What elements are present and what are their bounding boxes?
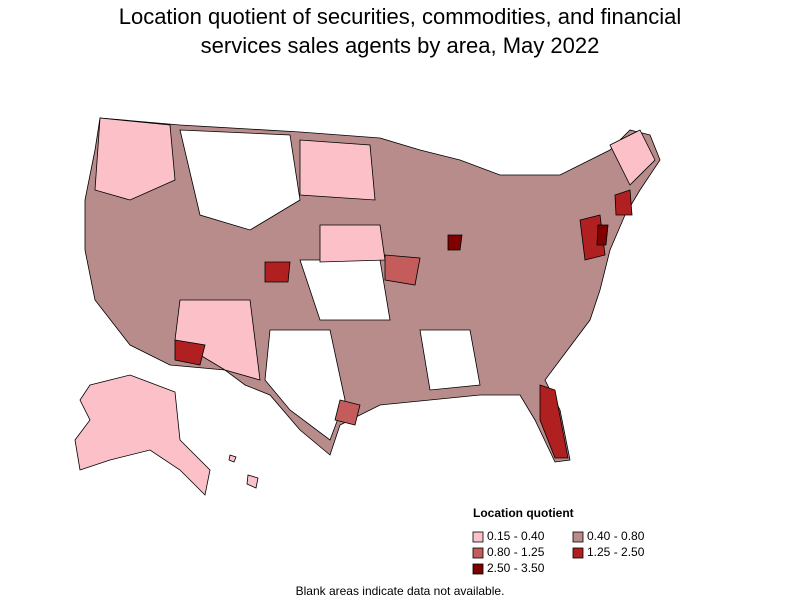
low-area [319,224,386,263]
blank-area [264,329,346,441]
legend-label: 1.25 - 2.50 [587,545,645,559]
us-map [74,117,661,496]
low-area [174,299,261,381]
note: Blank areas indicate data not available. [296,584,505,598]
high-area [174,339,206,366]
low-area [299,139,376,201]
top-area [596,224,609,246]
high-area [334,399,361,426]
legend-label: 0.80 - 1.25 [487,545,545,559]
legend-swatch [472,563,484,575]
high-area [264,261,291,283]
blank-area [419,329,481,391]
low-area [94,117,176,201]
hawaii [228,454,259,489]
legend-swatch [472,547,484,559]
legend-swatch [572,531,584,543]
title-line: services sales agents by area, May 2022 [201,33,600,58]
top-area [447,234,463,251]
legend-label: 0.15 - 0.40 [487,529,545,543]
low-area [609,129,656,186]
legend-swatch [472,531,484,543]
title-line: Location quotient of securities, commodi… [119,4,682,29]
legend-swatch [572,547,584,559]
legend-label: 2.50 - 3.50 [487,561,545,575]
high-area [384,254,421,286]
legend-title: Location quotient [473,506,574,520]
legend: 0.15 - 0.40 0.40 - 0.80 0.80 - 1.25 1.25 - … [472,529,645,575]
alaska [74,374,211,496]
legend-label: 0.40 - 0.80 [587,529,645,543]
high-area [614,189,633,216]
high-area [539,384,569,459]
blank-area [179,129,301,231]
